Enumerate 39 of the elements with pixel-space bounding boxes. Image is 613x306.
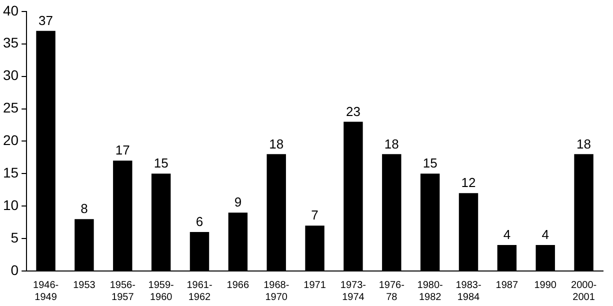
- x-tick-label: 1976-78: [378, 280, 404, 303]
- x-tick-label: 1987: [496, 280, 518, 291]
- data-label: 17: [115, 142, 130, 158]
- data-label: 18: [269, 136, 284, 152]
- data-label: 18: [384, 136, 399, 152]
- data-label: 15: [422, 156, 438, 171]
- x-tick-label: 1946-1949: [32, 280, 59, 303]
- y-tick-label: 5: [10, 229, 19, 246]
- y-tick-label: 40: [2, 2, 19, 18]
- data-label: 4: [542, 227, 549, 242]
- y-tick-label: 35: [2, 34, 19, 51]
- data-label: 18: [576, 136, 592, 152]
- data-label: 12: [461, 175, 476, 190]
- data-label: 23: [346, 104, 360, 119]
- y-tick-label: 20: [2, 132, 19, 148]
- data-label: 4: [503, 227, 511, 242]
- y-tick-label: 30: [2, 67, 19, 84]
- x-tick-label: 1966: [226, 280, 250, 291]
- x-tick-label: 1956-1957: [110, 280, 136, 303]
- x-tick-label: 1971: [304, 280, 326, 291]
- y-tick-label: 25: [2, 100, 19, 116]
- data-label: 6: [196, 214, 204, 230]
- data-label: 15: [154, 156, 168, 171]
- x-tick-label: 1953: [73, 280, 96, 291]
- x-tick-label: 1990: [534, 280, 557, 291]
- data-label: 7: [311, 208, 318, 223]
- data-label: 8: [80, 201, 88, 216]
- x-tick-label: 1961-1962: [186, 280, 212, 303]
- x-tick-label: 1980-1982: [417, 280, 443, 303]
- data-label: 37: [38, 12, 54, 28]
- data-label: 9: [234, 194, 242, 210]
- y-tick-label: 0: [10, 262, 19, 278]
- x-tick-label: 1959-1960: [148, 280, 174, 303]
- x-tick-label: 1968-1970: [264, 280, 290, 303]
- x-tick-label: 1973-1974: [340, 280, 366, 303]
- x-tick-label: 2000-2001: [570, 280, 597, 303]
- x-tick-label: 1983-1984: [456, 280, 482, 303]
- y-tick-label: 15: [2, 164, 19, 181]
- y-tick-label: 10: [2, 196, 19, 213]
